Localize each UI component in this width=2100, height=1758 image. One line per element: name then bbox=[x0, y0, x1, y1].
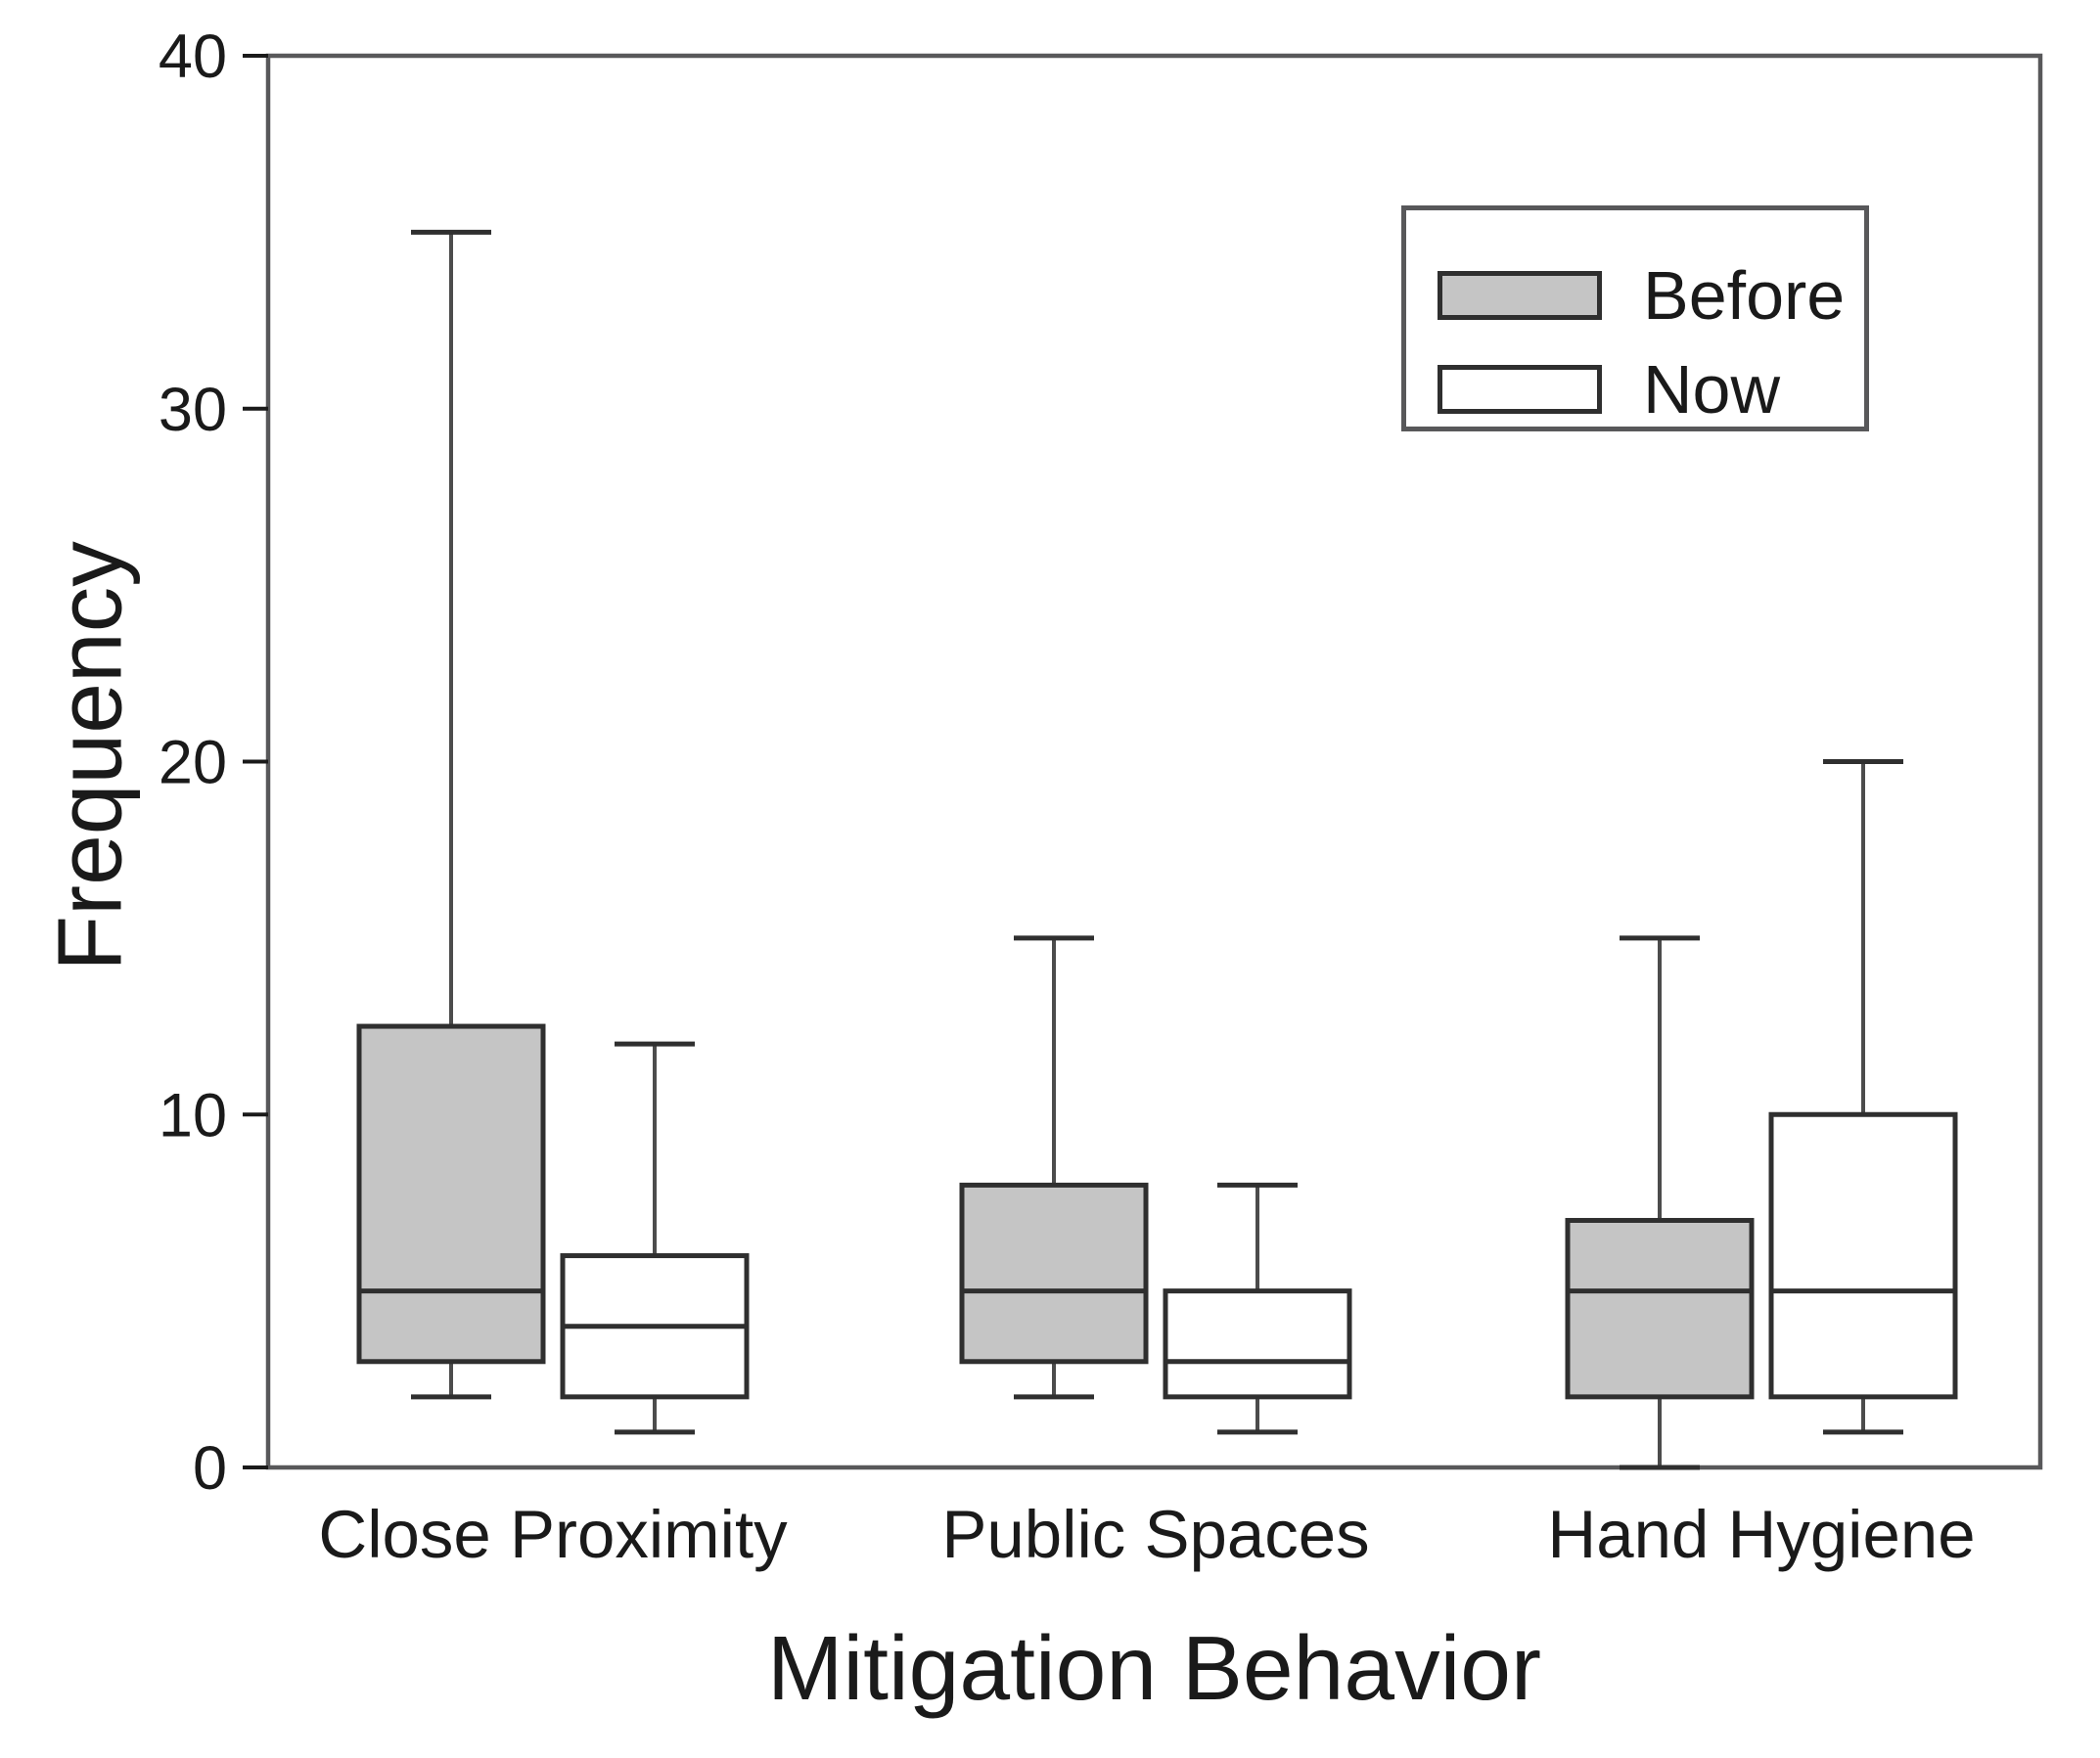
x-category-label-close-proximity: Close Proximity bbox=[318, 1497, 788, 1572]
box-before-public-spaces bbox=[959, 1182, 1149, 1365]
y-tick-label-20: 20 bbox=[159, 729, 227, 797]
legend-swatch-before-icon bbox=[1438, 271, 1602, 320]
legend-label-before: Before bbox=[1643, 257, 1846, 334]
y-axis-title: Frequency bbox=[38, 541, 141, 971]
y-tick-label-30: 30 bbox=[159, 376, 227, 444]
x-category-label-hand-hygiene: Hand Hygiene bbox=[1547, 1497, 1975, 1572]
y-tick-label-0: 0 bbox=[193, 1434, 227, 1503]
x-category-label-public-spaces: Public Spaces bbox=[941, 1497, 1369, 1572]
legend-label-now: Now bbox=[1643, 351, 1781, 428]
y-tick-label-10: 10 bbox=[159, 1081, 227, 1149]
legend-item-now: Now bbox=[1438, 355, 1864, 424]
box-now-public-spaces bbox=[1163, 1288, 1352, 1400]
x-axis-title: Mitigation Behavior bbox=[767, 1617, 1541, 1719]
legend-swatch-now-icon bbox=[1438, 365, 1602, 414]
legend-item-before: Before bbox=[1438, 261, 1864, 330]
y-tick-label-40: 40 bbox=[159, 23, 227, 91]
legend: Before Now bbox=[1401, 205, 1869, 431]
box-now-hand-hygiene bbox=[1768, 1111, 1958, 1400]
box-before-hand-hygiene bbox=[1565, 1217, 1755, 1400]
box-before-close-proximity bbox=[356, 1023, 546, 1365]
